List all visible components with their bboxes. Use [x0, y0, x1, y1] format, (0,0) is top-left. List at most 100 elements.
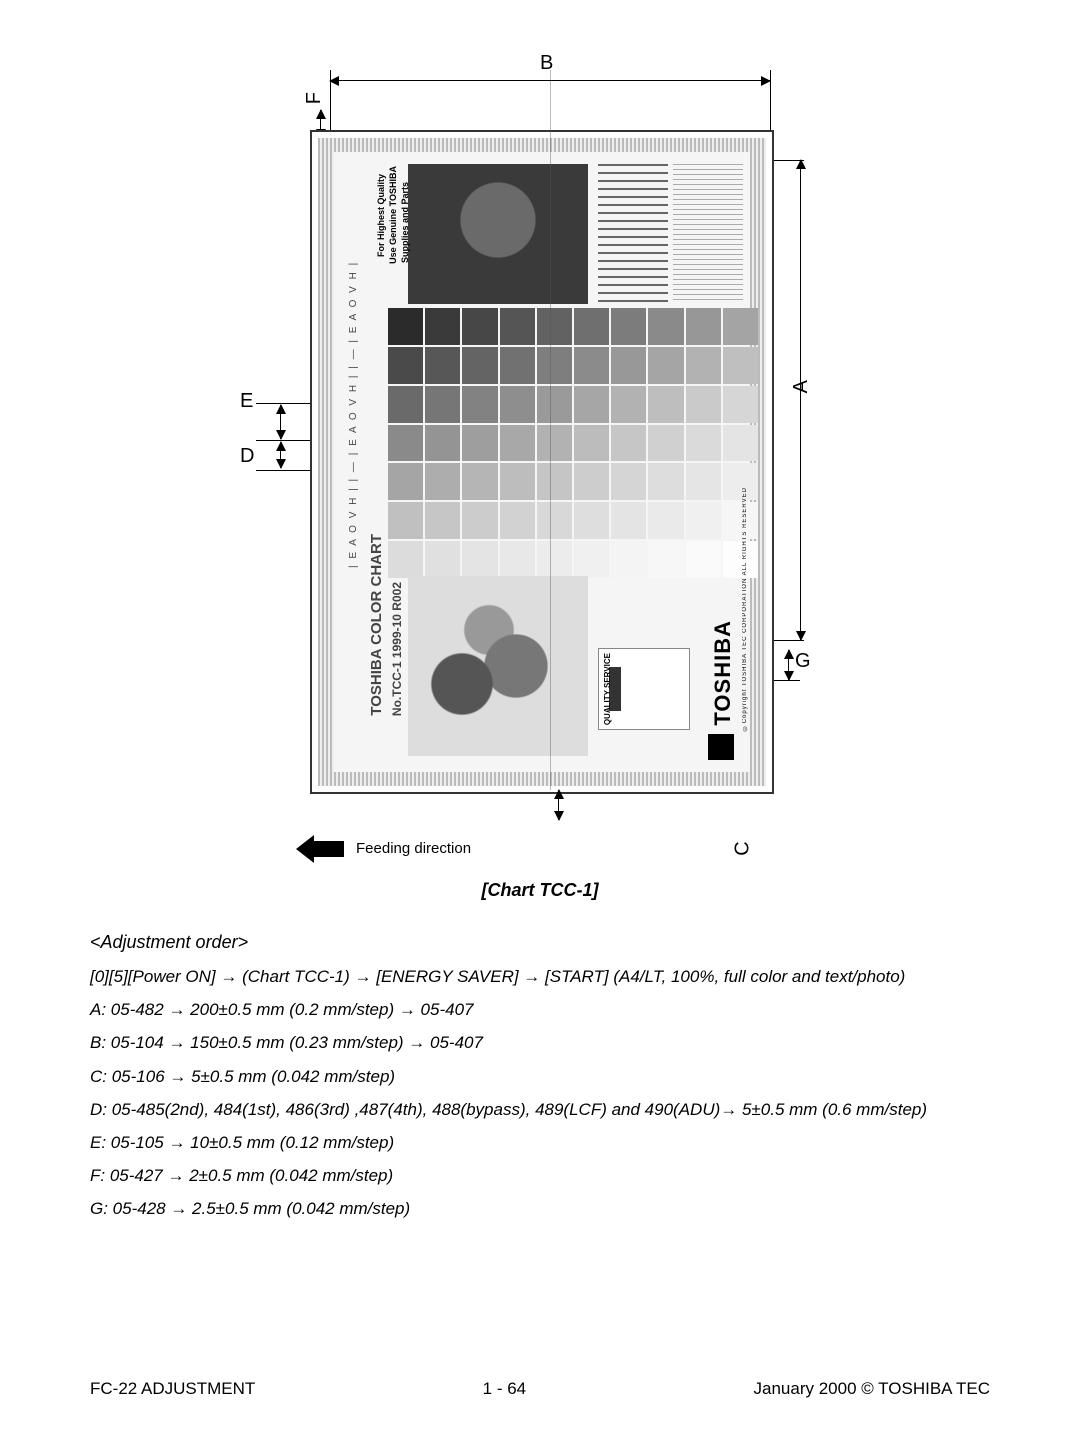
quality-text-3: Supplies and Parts: [400, 182, 410, 263]
swatch: [648, 463, 683, 500]
label-c: C: [731, 841, 754, 855]
swatch: [388, 463, 423, 500]
adjustment-line: F: 05-427 → 2±0.5 mm (0.042 mm/step): [90, 1159, 990, 1192]
label-f: F: [303, 92, 326, 104]
sidebar-scale: | E A O V H | | — | E A O V H | | — | E …: [348, 168, 362, 568]
swatch: [425, 463, 460, 500]
swatch: [500, 386, 535, 423]
adjustment-order: <Adjustment order> [0][5][Power ON] → (C…: [90, 925, 990, 1225]
chart-subtitle: No.TCC-1 1999-10 R002: [390, 582, 404, 716]
swatch: [686, 386, 721, 423]
swatch: [537, 425, 572, 462]
footer-right: January 2000 © TOSHIBA TEC: [754, 1379, 990, 1399]
swatch: [425, 541, 460, 578]
label-e: E: [240, 390, 253, 413]
swatch: [648, 347, 683, 384]
swatch: [723, 308, 758, 345]
swatch: [425, 386, 460, 423]
swatch: [425, 502, 460, 539]
black-square-marker: [708, 734, 734, 760]
footer-center: 1 - 64: [483, 1379, 526, 1399]
swatch: [686, 425, 721, 462]
swatch: [723, 502, 758, 539]
label-b: B: [540, 52, 553, 75]
swatch: [388, 541, 423, 578]
chart-title: TOSHIBA COLOR CHART: [368, 534, 385, 716]
page-footer: FC-22 ADJUSTMENT 1 - 64 January 2000 © T…: [90, 1379, 990, 1399]
dim-a-line: [800, 160, 801, 640]
swatch: [686, 463, 721, 500]
swatch: [500, 502, 535, 539]
swatch: [462, 308, 497, 345]
swatch: [388, 347, 423, 384]
swatch: [537, 308, 572, 345]
feed-arrow-icon: [310, 841, 344, 857]
quality-text-2: Use Genuine TOSHIBA: [388, 166, 398, 264]
swatch: [462, 347, 497, 384]
toshiba-logo: TOSHIBA: [710, 620, 736, 726]
chart-caption: [Chart TCC-1]: [90, 880, 990, 901]
swatch: [500, 463, 535, 500]
swatch: [611, 463, 646, 500]
swatch: [648, 541, 683, 578]
swatch: [686, 347, 721, 384]
dim-c-line: [558, 790, 559, 820]
chart-copyright: ©Copyright TOSHIBA TEC CORPORATION ALL R…: [742, 487, 748, 730]
adjustment-line: D: 05-485(2nd), 484(1st), 486(3rd) ,487(…: [90, 1093, 990, 1126]
swatch: [723, 463, 758, 500]
swatch: [611, 386, 646, 423]
label-a: A: [790, 380, 813, 393]
swatch: [611, 502, 646, 539]
swatch: [723, 347, 758, 384]
swatch: [537, 502, 572, 539]
swatch: [723, 425, 758, 462]
adjustment-line: G: 05-428 → 2.5±0.5 mm (0.042 mm/step): [90, 1192, 990, 1225]
swatch: [500, 347, 535, 384]
adjustment-heading: <Adjustment order>: [90, 925, 990, 960]
feed-direction-row: Feeding direction C: [310, 837, 770, 860]
swatch: [388, 425, 423, 462]
quality-service-box: QUALITY SERVICE: [598, 648, 690, 730]
swatch: [574, 463, 609, 500]
fruit-photo: [408, 576, 588, 756]
feed-direction-label: Feeding direction: [356, 840, 471, 857]
swatch: [611, 541, 646, 578]
swatch: [723, 541, 758, 578]
swatch: [500, 308, 535, 345]
swatch: [537, 463, 572, 500]
swatch: [537, 347, 572, 384]
adjustment-line: [0][5][Power ON] → (Chart TCC-1) → [ENER…: [90, 960, 990, 993]
swatch: [425, 425, 460, 462]
swatch: [388, 308, 423, 345]
swatch: [500, 541, 535, 578]
swatch: [648, 502, 683, 539]
swatch: [574, 386, 609, 423]
swatch: [686, 541, 721, 578]
swatch: [462, 386, 497, 423]
swatch-grid: [388, 308, 758, 578]
swatch: [686, 308, 721, 345]
swatch: [462, 502, 497, 539]
swatch: [425, 347, 460, 384]
swatch: [574, 541, 609, 578]
swatch: [462, 541, 497, 578]
dim-g-line: [788, 650, 789, 680]
portrait-photo: [408, 164, 588, 304]
sample-text-col-2: [673, 164, 743, 304]
label-g: G: [795, 650, 811, 673]
swatch: [686, 502, 721, 539]
adjustment-line: C: 05-106 → 5±0.5 mm (0.042 mm/step): [90, 1060, 990, 1093]
swatch: [611, 425, 646, 462]
swatch: [574, 502, 609, 539]
quality-text-1: For Highest Quality: [376, 174, 386, 257]
swatch: [537, 541, 572, 578]
swatch: [500, 425, 535, 462]
swatch: [574, 347, 609, 384]
adjustment-line: B: 05-104 → 150±0.5 mm (0.23 mm/step) → …: [90, 1026, 990, 1059]
adjustment-line: A: 05-482 → 200±0.5 mm (0.2 mm/step) → 0…: [90, 993, 990, 1026]
swatch: [648, 425, 683, 462]
swatch: [537, 386, 572, 423]
swatch: [425, 308, 460, 345]
swatch: [388, 502, 423, 539]
sample-text-col-1: [598, 164, 668, 304]
